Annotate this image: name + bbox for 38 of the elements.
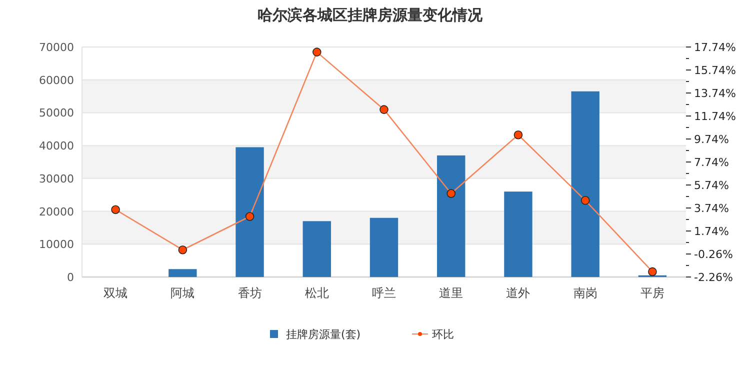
x-tick-label: 道外 <box>506 286 530 300</box>
bar <box>168 269 197 277</box>
y2-tick-label: -0.26% <box>694 248 733 261</box>
legend-label: 环比 <box>432 328 454 341</box>
y-tick-label: 20000 <box>39 205 74 218</box>
x-tick-label: 松北 <box>304 286 329 300</box>
x-tick-label: 平房 <box>640 286 664 300</box>
bar <box>370 218 398 277</box>
x-tick-label: 道里 <box>439 286 464 300</box>
y-tick-label: 70000 <box>39 41 74 54</box>
bar <box>302 221 331 277</box>
y2-tick-label: 7.74% <box>694 156 729 169</box>
x-tick-label: 呼兰 <box>372 286 396 300</box>
y-tick-label: 50000 <box>39 106 74 120</box>
y2-tick-label: 1.74% <box>694 225 729 238</box>
bar <box>571 91 600 277</box>
bar <box>504 192 532 277</box>
y-tick-label: 40000 <box>39 140 74 153</box>
x-tick-label: 香坊 <box>238 286 262 300</box>
y-tick-label: 0 <box>67 271 74 284</box>
y2-tick-label: 17.74% <box>694 41 736 54</box>
chart-title: 哈尔滨各城区挂牌房源量变化情况 <box>258 6 484 24</box>
y-tick-label: 60000 <box>39 74 74 87</box>
y2-tick-label: 13.74% <box>694 87 736 100</box>
bar <box>437 155 466 277</box>
y2-tick-label: 11.74% <box>694 110 736 123</box>
y2-tick-label: 5.74% <box>694 179 729 192</box>
y2-tick-label: 9.74% <box>694 133 729 146</box>
bar <box>236 147 264 277</box>
x-tick-label: 双城 <box>104 286 128 300</box>
y-tick-label: 30000 <box>39 172 74 186</box>
x-tick-label: 阿城 <box>170 286 195 300</box>
y2-tick-label: 15.74% <box>694 64 736 77</box>
y-tick-label: 10000 <box>39 238 74 252</box>
legend-label: 挂牌房源量(套) <box>286 328 361 341</box>
y2-tick-label: -2.26% <box>694 271 733 284</box>
x-tick-label: 南岗 <box>573 286 598 300</box>
y2-tick-label: 3.74% <box>694 202 729 215</box>
